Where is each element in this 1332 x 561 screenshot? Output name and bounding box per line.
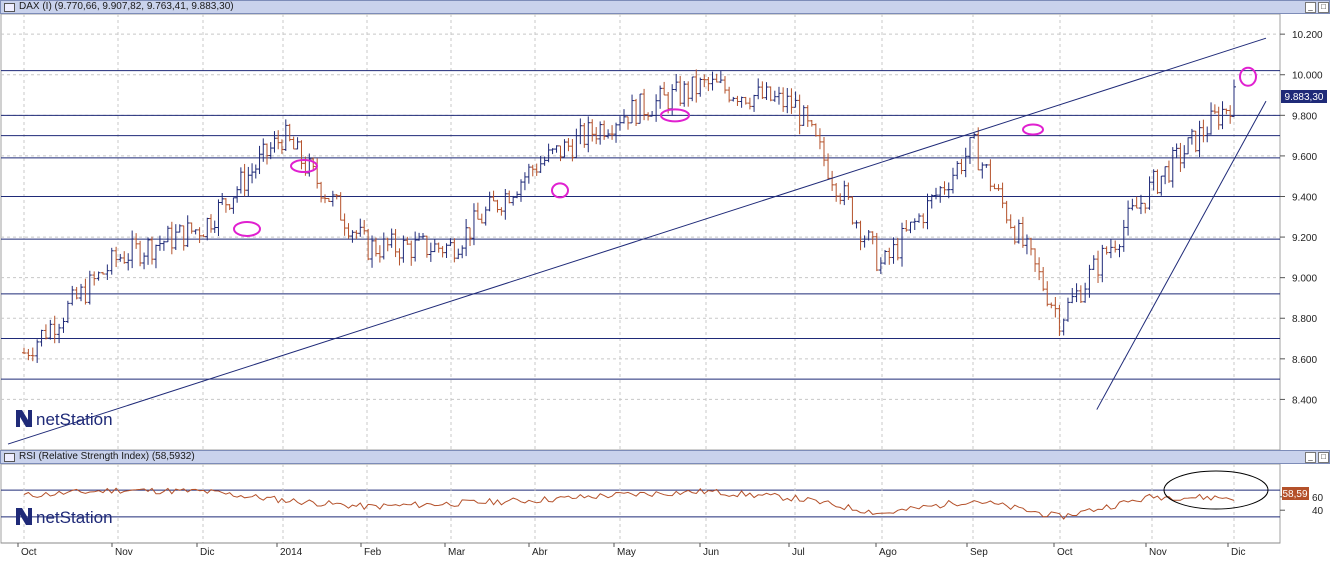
price-axis: 8.400 8.600 8.800 9.000 9.200 9.400 9.600 9.800… [1280,30,1323,406]
price-grid [1,14,1280,450]
price-tick-label: 9.400 [1292,192,1317,203]
rsi-plot-area [0,464,1281,544]
rsi-tick-label: 60 [1312,493,1324,504]
x-tick-label: May [617,547,636,558]
last-price-label: 9.883,30 [1285,92,1324,103]
price-tick-label: 9.000 [1292,274,1317,285]
maximize-button[interactable]: □ [1318,452,1329,463]
x-tick-label: Nov [115,547,133,558]
marker-ellipse [551,182,569,199]
rsi-panel-header: RSI (Relative Strength Index) (58,5932) … [0,450,1330,464]
maximize-button[interactable]: □ [1318,2,1329,13]
marker-ellipse [233,220,261,237]
marker-ellipse [660,108,690,123]
rsi-highlight-ellipse [1163,470,1269,510]
x-tick-label: Jun [703,547,719,558]
x-tick-label: Dic [200,547,214,558]
trendline [7,37,1267,445]
netstation-logo: netStation [16,410,113,429]
trendline [1096,100,1267,410]
rsi-value-badge: 58,59 [1282,487,1309,500]
rsi-value-label: 58,59 [1282,489,1307,500]
last-price-badge: 9.883,30 [1281,90,1327,103]
marker-ellipse [1022,123,1044,136]
x-tick-label: Oct [21,547,37,558]
trendlines [7,37,1267,445]
netstation-mark-icon [16,508,32,525]
price-chart: 8.400 8.600 8.800 9.000 9.200 9.400 9.600 9.800… [0,14,1327,450]
rsi-value-badge-bg [1282,487,1309,500]
netstation-watermark: netStation [36,410,113,429]
rsi-line [23,487,1235,520]
netstation-mark-icon [16,410,32,427]
price-bars [22,69,1236,363]
markers [233,66,1257,237]
price-tick-label: 8.600 [1292,355,1317,366]
rsi-panel-title: RSI (Relative Strength Index) (58,5932) [19,451,195,462]
x-tick-label: Feb [364,547,382,558]
price-panel-title: DAX (I) (9.770,66, 9.907,82, 9.763,41, 9… [19,1,234,12]
price-tick-label: 10.200 [1292,30,1323,41]
netstation-logo: netStation [16,508,113,527]
marker-ellipse [1239,66,1257,87]
price-panel-header: DAX (I) (9.770,66, 9.907,82, 9.763,41, 9… [0,0,1330,14]
x-tick-label: Sep [970,547,988,558]
x-tick-label: Jul [792,547,805,558]
x-tick-label: Oct [1057,547,1073,558]
x-tick-label: Abr [532,547,548,558]
rsi-grid [1,464,1280,543]
panel-icon [4,453,15,462]
price-tick-label: 8.400 [1292,395,1317,406]
x-tick-label: Ago [879,547,897,558]
netstation-watermark: netStation [36,508,113,527]
x-axis: Oct Nov Dic 2014 Feb Mar Abr May Jun Jul Ago Sep Oct… [17,543,1245,558]
minimize-button[interactable]: _ [1305,452,1316,463]
x-tick-label: Mar [448,547,466,558]
x-tick-label: Nov [1149,547,1167,558]
price-tick-label: 9.200 [1292,233,1317,244]
panel-icon [4,3,15,12]
x-tick-label: Dic [1231,547,1245,558]
x-tick-label: 2014 [280,547,303,558]
rsi-tick-label: 40 [1312,506,1324,517]
last-price-badge-bg [1281,90,1327,103]
price-tick-label: 9.600 [1292,152,1317,163]
minimize-button[interactable]: _ [1305,2,1316,13]
price-tick-label: 10.000 [1292,71,1323,82]
price-tick-label: 9.800 [1292,111,1317,122]
marker-ellipse [290,159,318,174]
price-tick-label: 8.800 [1292,314,1317,325]
rsi-chart: 40 60 58,59 netStation Oct Nov Dic 2014 Feb Ma… [0,464,1324,558]
